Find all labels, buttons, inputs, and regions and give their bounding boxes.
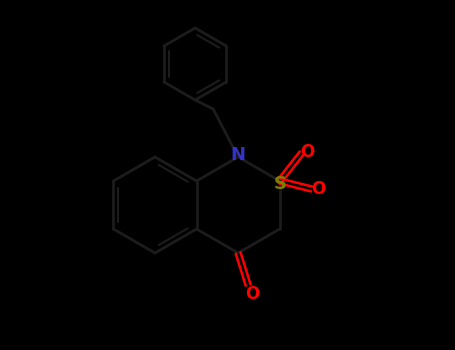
Text: O: O [312, 180, 326, 198]
Text: O: O [301, 143, 315, 161]
Text: N: N [231, 146, 246, 164]
Text: S: S [274, 175, 287, 193]
Text: O: O [245, 285, 259, 303]
